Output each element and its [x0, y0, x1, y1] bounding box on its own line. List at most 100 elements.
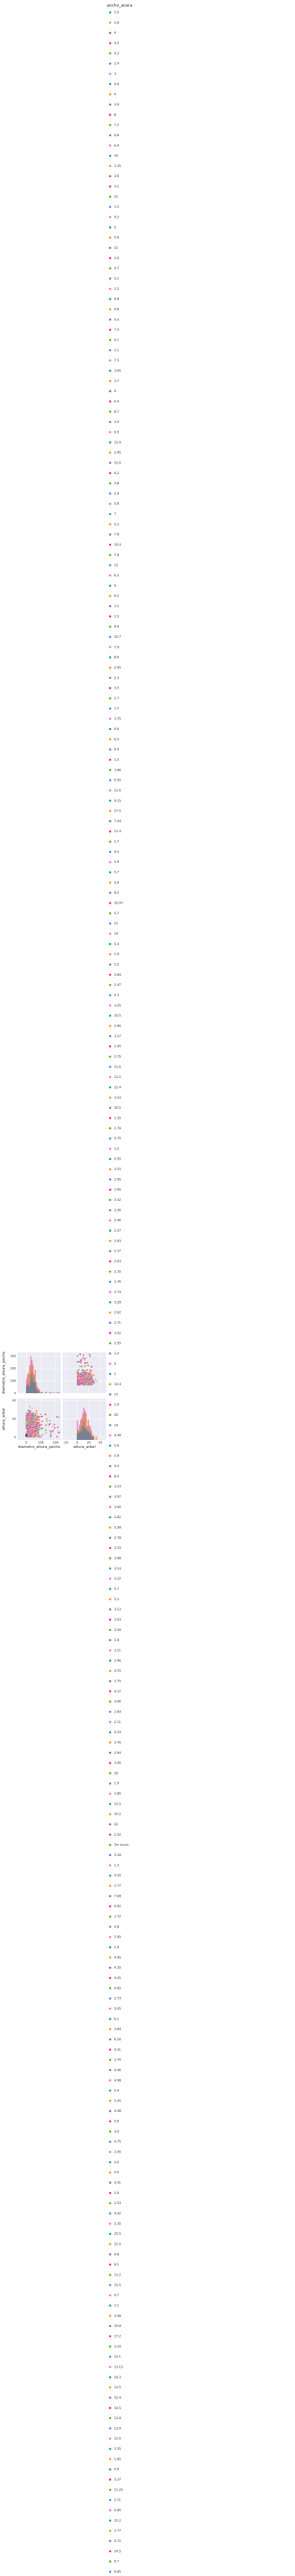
legend-marker [109, 83, 111, 85]
legend-marker [109, 185, 111, 188]
legend-marker [109, 1086, 111, 1089]
scatter-point [83, 1358, 85, 1361]
scatter-point [76, 1370, 79, 1372]
legend-marker [109, 441, 111, 443]
hist-bar [29, 1372, 31, 1393]
legend-marker [109, 789, 111, 792]
scatter-point [29, 1417, 31, 1420]
legend-label: 3.29 [114, 1628, 121, 1632]
scatter-point [89, 1355, 91, 1357]
scatter-point [38, 1426, 41, 1429]
scatter-point [32, 1435, 34, 1438]
scatter-point [82, 1377, 85, 1380]
scatter-point [80, 1378, 82, 1381]
legend-marker [109, 2222, 111, 2225]
scatter-point [31, 1415, 33, 1417]
legend-label: 4 [114, 31, 116, 35]
legend-marker [109, 738, 111, 741]
scatter-point [77, 1372, 80, 1374]
legend-label: 10.4 [114, 543, 121, 547]
scatter-point [89, 1353, 91, 1356]
legend-label: 3.76 [114, 1740, 121, 1744]
legend-label: 4.51 [114, 2181, 121, 2185]
scatter-point [29, 1431, 31, 1433]
scatter-point [39, 1419, 41, 1422]
legend-label: 5.75 [114, 1137, 121, 1141]
scatter-point [41, 1421, 43, 1423]
scatter-point [26, 1417, 28, 1419]
legend-label: 4.6 [114, 881, 119, 885]
legend-label: 5.7 [114, 1588, 119, 1592]
legend-marker [109, 1680, 111, 1682]
legend-label: 7.9 [114, 645, 119, 649]
legend-label: 6.4 [114, 144, 119, 148]
x-tick-label: 0 [25, 1441, 27, 1445]
legend-label: 5m acera [114, 1843, 129, 1847]
legend-label: 2.63 [114, 1260, 121, 1264]
hist-bar [58, 1391, 60, 1393]
legend-marker [109, 2283, 111, 2287]
legend-marker [109, 2509, 111, 2512]
legend-marker [109, 2212, 111, 2215]
legend-marker [109, 1168, 111, 1171]
scatter-point [36, 1415, 39, 1417]
legend-label: 14.3 [114, 2376, 121, 2380]
legend-label: 2.55 [114, 1342, 121, 1346]
legend-label: 2.96 [114, 1659, 121, 1663]
legend-label: 2.27 [114, 1229, 121, 1233]
scatter-point [79, 1375, 82, 1377]
scatter-point [85, 1372, 87, 1375]
legend-label: 3.45 [114, 1761, 121, 1765]
legend-label: 3.15 [114, 1167, 121, 1171]
legend-marker [109, 2427, 111, 2430]
scatter-point [95, 1381, 97, 1383]
legend-marker [109, 216, 111, 218]
legend-label: 2.05 [114, 2151, 121, 2155]
legend: ancho_acera5.52.844.54.22.434.963.987.26… [107, 3, 132, 2574]
legend-label: 1.65 [114, 1936, 121, 1940]
legend-label: 25.5 [114, 2232, 121, 2236]
legend-marker [109, 1782, 111, 1785]
legend-marker [109, 1741, 111, 1744]
scatter-point [27, 1429, 29, 1431]
legend-label: 8.9 [114, 625, 119, 629]
scatter-point [91, 1383, 93, 1385]
legend-label: 2.84 [114, 973, 121, 977]
scatter-point [85, 1384, 87, 1386]
legend-label: 3.03 [114, 1618, 121, 1622]
legend-marker [109, 840, 111, 843]
legend-label: 4.55 [114, 1874, 121, 1878]
hist-bar [89, 1433, 91, 1440]
legend-label: 1.4 [114, 1946, 119, 1950]
legend-marker [109, 902, 111, 904]
legend-marker [109, 1588, 111, 1590]
hist-bar [77, 1434, 78, 1440]
legend-marker [109, 1803, 111, 1805]
scatter-point [77, 1368, 80, 1370]
legend-marker [109, 1424, 111, 1427]
legend-label: 2.95 [114, 451, 121, 455]
legend-marker [109, 1137, 111, 1140]
legend-label: 2.3 [114, 676, 119, 680]
legend-label: 3.6 [114, 174, 119, 178]
scatter-point [87, 1364, 89, 1366]
hist-bar [91, 1435, 92, 1440]
legend-label: 2.7 [114, 697, 119, 701]
legend-marker [109, 942, 111, 946]
legend-marker [109, 2396, 111, 2399]
legend-label: 2.63 [114, 1239, 121, 1243]
y-tick-label: 0 [14, 1435, 16, 1439]
legend-label: 15.2 [114, 2519, 121, 2523]
legend-label: 15.5 [114, 1802, 121, 1806]
scatter-point [36, 1413, 39, 1415]
scatter-point [32, 1426, 34, 1429]
y-axis-label: altura_arbol [2, 1408, 6, 1430]
legend-marker [109, 1557, 111, 1559]
legend-label: 4.3 [114, 993, 119, 997]
legend-marker [109, 1188, 111, 1191]
legend-marker [109, 1731, 111, 1734]
legend-marker [109, 2263, 111, 2266]
legend-label: 1.7 [114, 840, 119, 844]
legend-label: 3.33 [114, 1546, 121, 1550]
legend-label: 3.35 [114, 164, 121, 168]
